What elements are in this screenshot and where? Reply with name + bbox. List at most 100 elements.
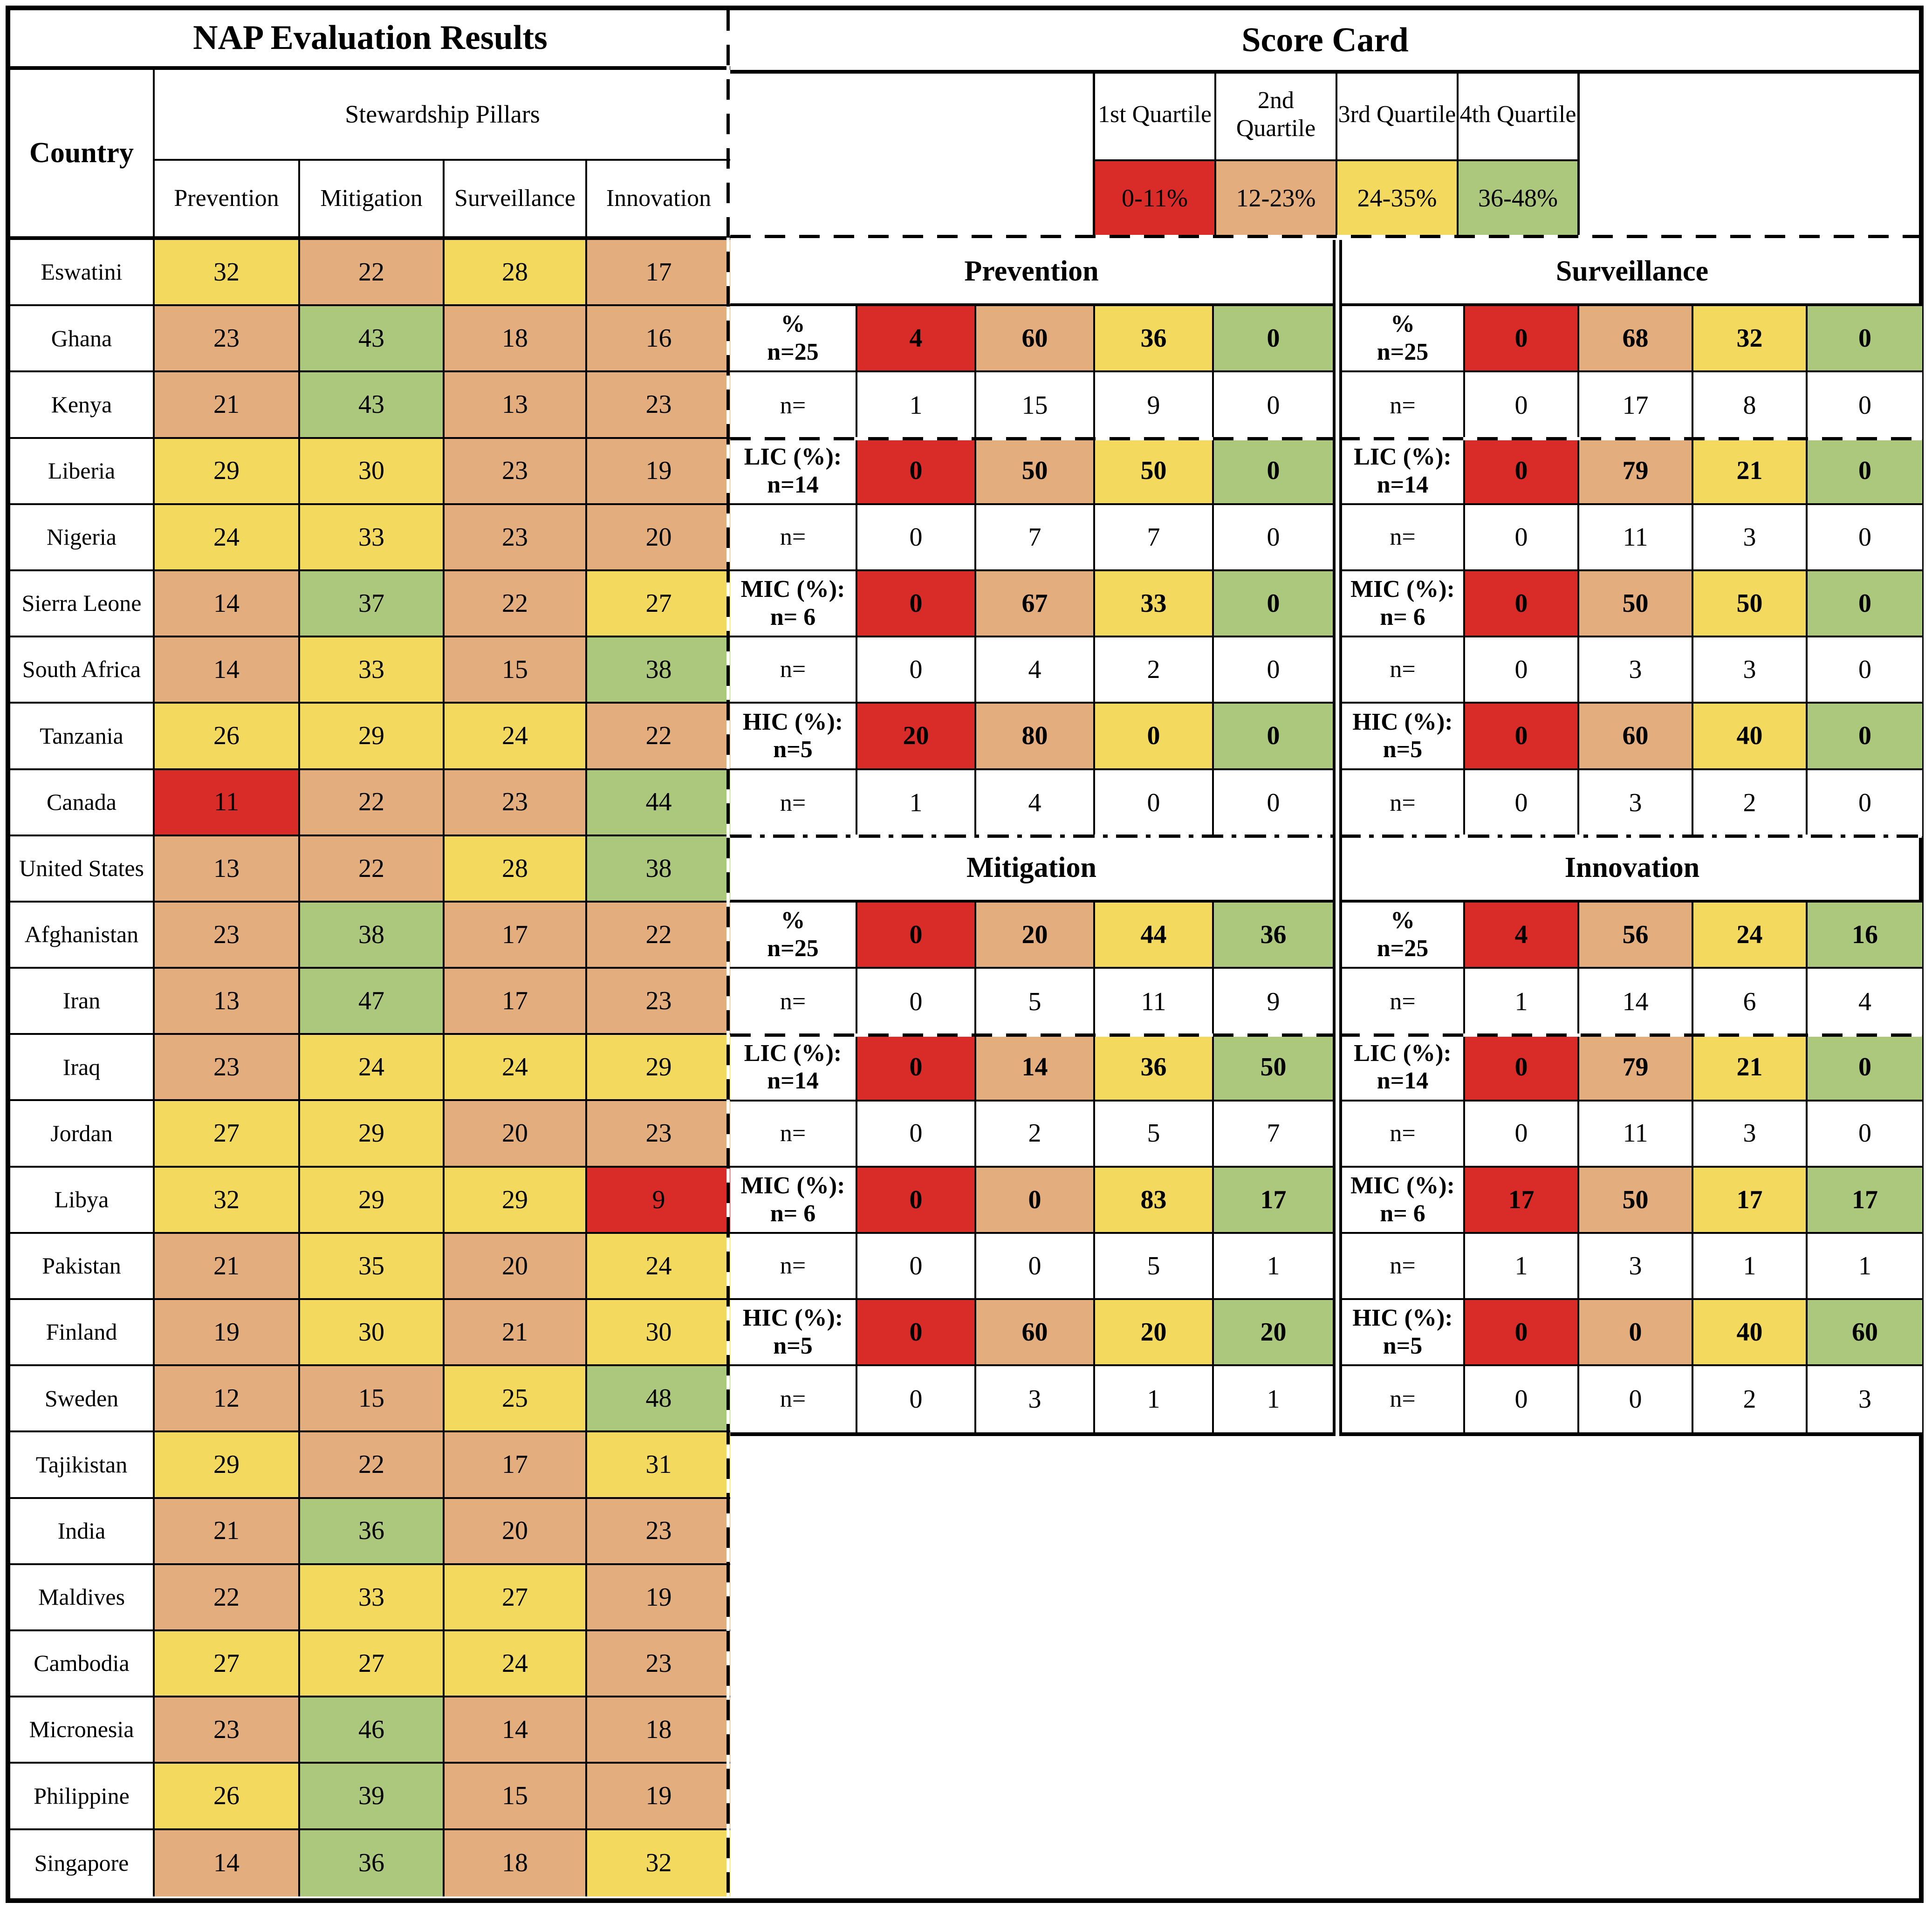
subtable-value-cell: 3 (976, 1366, 1095, 1433)
country-cell: Tanzania (10, 704, 155, 770)
country-cell: Sweden (10, 1366, 155, 1433)
subtable-value-cell: 56 (1579, 902, 1693, 969)
subtable-value-cell: 0 (1465, 372, 1579, 439)
score-cell: 43 (300, 306, 445, 373)
score-cell: 15 (445, 1764, 587, 1830)
subtable-row-label: n= (730, 969, 857, 1035)
score-cell: 15 (445, 637, 587, 704)
subtable-title: Innovation (1342, 836, 1922, 903)
score-cell: 18 (445, 306, 587, 373)
subtable-value-cell: 0 (1465, 1300, 1579, 1367)
country-cell: Maldives (10, 1565, 155, 1631)
subtable-value-cell: 50 (1095, 438, 1214, 505)
subtable-value-cell: 0 (1808, 571, 1922, 638)
subtable-value-cell: 50 (1579, 571, 1693, 638)
subtable-value-cell: 0 (1214, 637, 1333, 704)
subtable-value-cell: 50 (1579, 1167, 1693, 1234)
subtable-row-label: % n=25 (730, 306, 857, 373)
subtable-row-label: MIC (%): n= 6 (1342, 571, 1465, 638)
quartile-range-cell: 12-23% (1216, 161, 1337, 235)
subtable-row-label: n= (1342, 969, 1465, 1035)
subtable-row-label: MIC (%): n= 6 (730, 571, 857, 638)
score-cell: 33 (300, 637, 445, 704)
subtable-row-label: LIC (%): n=14 (1342, 438, 1465, 505)
dashed-line-below-legend (730, 235, 1920, 238)
nap-evaluation-table: NAP Evaluation Results Country Stewardship… (10, 10, 730, 1896)
subtable-value-cell: 0 (857, 1167, 976, 1234)
country-cell: Cambodia (10, 1631, 155, 1698)
score-cell: 15 (300, 1366, 445, 1433)
subtable-value-cell: 60 (976, 306, 1095, 373)
subtable-row-label: n= (730, 505, 857, 571)
subtable-value-cell: 1 (857, 770, 976, 836)
subtable-value-cell: 4 (976, 770, 1095, 836)
country-cell: Nigeria (10, 505, 155, 571)
subtable-row-label: n= (1342, 637, 1465, 704)
subtable-value-cell: 0 (857, 438, 976, 505)
score-cell: 22 (300, 836, 445, 903)
subtable-value-cell: 1 (1465, 1233, 1579, 1300)
country-cell: Iraq (10, 1035, 155, 1102)
subtable-value-cell: 50 (1214, 1035, 1333, 1102)
dashed-line-innovation (1339, 1033, 1922, 1037)
subtable-value-cell: 79 (1579, 1035, 1693, 1102)
score-cell: 24 (445, 1035, 587, 1102)
subtable-value-cell: 9 (1095, 372, 1214, 439)
subtable-value-cell: 20 (1214, 1300, 1333, 1367)
score-cell: 35 (300, 1233, 445, 1300)
quartile-legend: 1st Quartile 2nd Quartile 3rd Quartile 4th … (1093, 70, 1580, 235)
score-cell: 18 (445, 1830, 587, 1896)
subtable-row-label: n= (1342, 1366, 1465, 1433)
dashdot-line-right (1339, 835, 1922, 838)
quartile-label-cell: 2nd Quartile (1216, 70, 1337, 161)
subtable-value-cell: 0 (1465, 438, 1579, 505)
score-cell: 19 (587, 438, 730, 505)
score-cell: 23 (587, 969, 730, 1035)
score-cell: 24 (155, 505, 300, 571)
country-cell: Afghanistan (10, 902, 155, 969)
subtable-value-cell: 36 (1214, 902, 1333, 969)
subtable-row-label: n= (730, 372, 857, 439)
score-cell: 29 (445, 1167, 587, 1234)
score-cell: 13 (445, 372, 587, 439)
score-cell: 20 (445, 1233, 587, 1300)
score-cell: 13 (155, 836, 300, 903)
country-cell: Libya (10, 1167, 155, 1234)
score-cell: 25 (445, 1366, 587, 1433)
score-cell: 36 (300, 1830, 445, 1896)
subtable-prevention: Prevention% n=25 4 60 36 0 n= 1 15 9 0 LIC (%): n=… (730, 240, 1336, 836)
score-cell: 27 (587, 571, 730, 638)
score-cell: 23 (155, 306, 300, 373)
score-cell: 28 (445, 836, 587, 903)
subtable-value-cell: 3 (1693, 505, 1808, 571)
subtable-value-cell: 15 (976, 372, 1095, 439)
subtable-value-cell: 0 (857, 1366, 976, 1433)
score-cell: 13 (155, 969, 300, 1035)
subtable-row-label: n= (730, 770, 857, 836)
score-cell: 21 (155, 372, 300, 439)
score-cell: 23 (155, 1697, 300, 1764)
subtable-value-cell: 0 (857, 1233, 976, 1300)
score-cell: 21 (155, 1233, 300, 1300)
country-cell: Jordan (10, 1101, 155, 1168)
subtable-value-cell: 36 (1095, 1035, 1214, 1102)
score-cell: 21 (445, 1300, 587, 1367)
score-cell: 44 (587, 770, 730, 836)
country-cell: Pakistan (10, 1233, 155, 1300)
subtable-value-cell: 4 (976, 637, 1095, 704)
score-cell: 29 (300, 1101, 445, 1168)
subtable-row-label: % n=25 (730, 902, 857, 969)
subtable-value-cell: 17 (1579, 372, 1693, 439)
subtable-value-cell: 0 (1465, 637, 1579, 704)
subtable-row-label: LIC (%): n=14 (1342, 1035, 1465, 1102)
score-cell: 32 (155, 1167, 300, 1234)
subtable-value-cell: 6 (1693, 969, 1808, 1035)
subtable-value-cell: 20 (1095, 1300, 1214, 1367)
subtable-row-label: n= (730, 1233, 857, 1300)
score-cell: 23 (155, 1035, 300, 1102)
country-cell: Kenya (10, 372, 155, 439)
subtable-value-cell: 0 (1808, 770, 1922, 836)
subtable-value-cell: 4 (1465, 902, 1579, 969)
subtable-value-cell: 0 (1465, 306, 1579, 373)
subtable-value-cell: 0 (1465, 1101, 1579, 1168)
